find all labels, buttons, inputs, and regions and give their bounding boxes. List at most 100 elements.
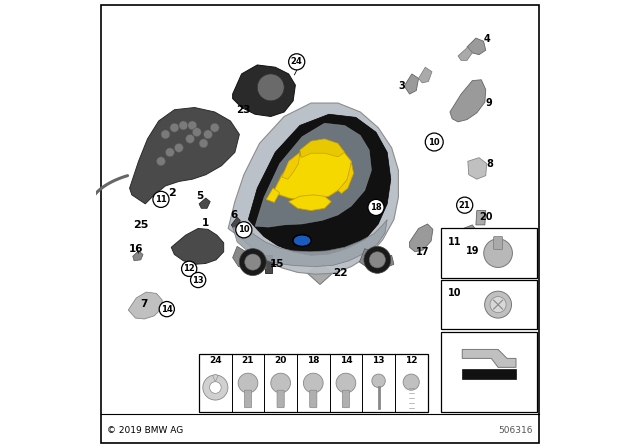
FancyBboxPatch shape (101, 5, 539, 443)
Circle shape (257, 74, 284, 101)
Circle shape (244, 254, 261, 270)
Circle shape (174, 143, 184, 152)
Text: 21: 21 (459, 201, 470, 210)
FancyBboxPatch shape (310, 390, 317, 408)
Polygon shape (231, 217, 240, 229)
Circle shape (236, 222, 252, 238)
Circle shape (289, 54, 305, 70)
Text: 7: 7 (141, 299, 148, 309)
FancyBboxPatch shape (277, 390, 284, 408)
Text: 10: 10 (448, 288, 461, 298)
Polygon shape (255, 123, 371, 227)
Text: 13: 13 (372, 356, 385, 365)
Text: 23: 23 (237, 105, 251, 115)
Text: 1: 1 (202, 218, 209, 228)
Polygon shape (266, 255, 271, 273)
Circle shape (336, 373, 356, 393)
Polygon shape (228, 103, 398, 274)
Text: 19: 19 (465, 246, 479, 256)
Text: 3: 3 (398, 82, 405, 91)
Circle shape (188, 121, 197, 130)
Polygon shape (404, 74, 419, 94)
FancyBboxPatch shape (441, 332, 538, 412)
Text: 12: 12 (405, 356, 417, 365)
Circle shape (186, 134, 195, 143)
Text: 24: 24 (291, 57, 303, 66)
Polygon shape (467, 38, 486, 55)
Polygon shape (462, 349, 516, 367)
Circle shape (170, 123, 179, 132)
Text: 6: 6 (230, 210, 237, 220)
Polygon shape (132, 251, 143, 261)
Text: 10: 10 (238, 225, 250, 234)
Circle shape (166, 148, 174, 157)
Circle shape (303, 373, 323, 393)
Text: 18: 18 (307, 356, 319, 365)
Polygon shape (172, 228, 224, 264)
Text: © 2019 BMW AG: © 2019 BMW AG (108, 426, 184, 435)
FancyBboxPatch shape (342, 390, 349, 408)
Text: 11: 11 (155, 195, 167, 204)
Text: 506316: 506316 (499, 426, 533, 435)
Polygon shape (128, 292, 163, 319)
Text: 2: 2 (168, 188, 176, 198)
FancyBboxPatch shape (244, 390, 252, 408)
Circle shape (238, 373, 258, 393)
Text: 20: 20 (479, 212, 493, 222)
Circle shape (211, 123, 220, 132)
Polygon shape (233, 246, 266, 271)
Circle shape (368, 199, 384, 215)
Circle shape (490, 297, 506, 313)
Polygon shape (419, 67, 432, 83)
Circle shape (456, 197, 473, 213)
Circle shape (271, 373, 291, 393)
Polygon shape (360, 249, 394, 269)
FancyBboxPatch shape (493, 237, 502, 250)
Text: 16: 16 (129, 244, 143, 254)
Polygon shape (338, 162, 353, 194)
Text: 10: 10 (428, 138, 440, 146)
Polygon shape (282, 152, 300, 179)
Polygon shape (410, 224, 433, 252)
Polygon shape (289, 195, 332, 211)
Text: 13: 13 (193, 276, 204, 284)
Polygon shape (300, 139, 345, 158)
Text: 17: 17 (416, 247, 430, 257)
Text: 15: 15 (270, 259, 285, 269)
Circle shape (209, 382, 221, 393)
Circle shape (369, 252, 385, 268)
Polygon shape (233, 220, 387, 267)
Text: 8: 8 (487, 159, 493, 168)
Polygon shape (454, 225, 477, 253)
Circle shape (161, 130, 170, 139)
Polygon shape (212, 374, 218, 382)
Text: 11: 11 (448, 237, 461, 246)
Text: 9: 9 (486, 98, 493, 108)
Polygon shape (273, 146, 351, 200)
Circle shape (191, 272, 206, 288)
Text: 5: 5 (196, 191, 204, 201)
Text: 21: 21 (242, 356, 254, 365)
Polygon shape (450, 80, 486, 122)
Text: 18: 18 (370, 203, 382, 212)
Polygon shape (130, 108, 239, 204)
Polygon shape (266, 188, 280, 202)
Circle shape (372, 374, 385, 388)
Polygon shape (248, 114, 391, 255)
Polygon shape (476, 211, 486, 225)
Circle shape (199, 139, 208, 148)
Circle shape (193, 128, 201, 137)
Circle shape (179, 121, 188, 130)
FancyBboxPatch shape (441, 280, 538, 329)
Text: 14: 14 (340, 356, 352, 365)
Circle shape (484, 239, 513, 267)
Circle shape (157, 157, 165, 166)
Circle shape (484, 291, 511, 318)
Polygon shape (458, 47, 472, 60)
FancyBboxPatch shape (199, 354, 428, 412)
Polygon shape (307, 262, 333, 284)
Polygon shape (233, 65, 296, 116)
Ellipse shape (293, 235, 311, 246)
Text: 25: 25 (133, 220, 148, 230)
Text: 4: 4 (484, 34, 490, 44)
